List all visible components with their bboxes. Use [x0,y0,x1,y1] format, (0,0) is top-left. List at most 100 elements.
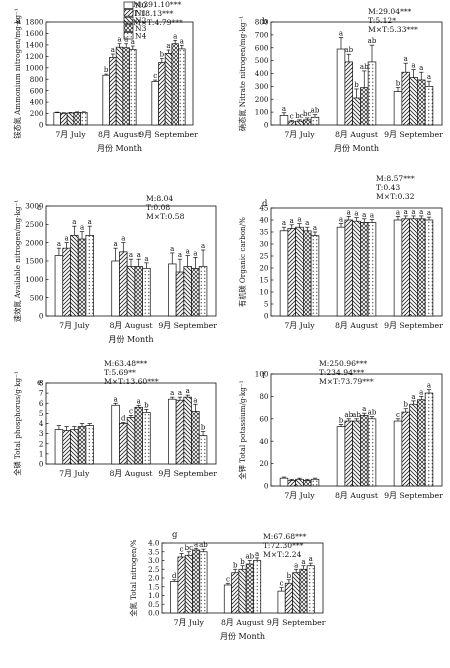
significance-letter: a [294,561,298,569]
bar-n0 [393,420,403,487]
significance-letter: b [144,401,149,409]
y-tick-label: 4.0 [148,539,160,548]
significance-letter: c [280,580,284,588]
bar-n2 [409,77,418,126]
bar-n4 [85,234,94,317]
significance-letter: a [419,64,423,72]
bar-n4 [198,266,208,317]
significance-letter: b [396,80,401,88]
y-tick-label: 45 [259,204,269,213]
bar-n2 [183,266,192,317]
anova-stat: M:8.57*** [376,174,415,183]
bar-n0 [336,226,346,317]
significance-letter: a [419,388,423,396]
significance-letter: a [57,240,61,248]
bar-n3 [134,406,143,465]
significance-letter: a [129,251,133,259]
significance-letter: a [427,382,431,390]
significance-letter: a [131,38,135,46]
y-tick-label: 2 [39,439,44,448]
significance-letter: a [404,208,408,216]
anova-stat: T:5.12* [368,16,396,25]
y-tick-label: 800 [255,18,269,27]
y-tick-label: 0 [39,121,44,130]
x-axis-label: 月份 Month [334,143,379,153]
y-tick-label: 3.5 [148,547,160,556]
significance-letter: ab [352,411,361,419]
bar-n3 [171,43,179,126]
bar-n3 [299,568,308,614]
bar-n3 [77,426,87,465]
bar-n1 [158,62,166,126]
significance-letter: a [65,235,69,243]
bar-n3 [245,563,254,614]
bar-n2 [352,97,361,126]
anova-stat: M:250.96*** [319,359,367,368]
bar-n0 [111,404,120,465]
significance-letter: a [305,219,309,227]
significance-letter: ab [368,409,377,417]
significance-letter: a [193,396,197,404]
anova-stat: M×T:73.79*** [319,377,374,386]
significance-letter: a [88,218,92,226]
bar-n3 [417,399,426,487]
bar-n2 [409,218,418,317]
significance-letter: c [290,112,294,120]
bar-n4 [253,560,262,614]
bar-n1 [401,71,410,126]
y-tick-label: 60 [259,414,269,423]
y-tick-label: 3.0 [148,556,160,565]
y-tick-label: 0 [264,312,269,321]
significance-letter: b [287,572,292,580]
significance-letter: ab [344,411,353,419]
bar-n4 [310,235,320,317]
significance-letter: b [240,558,245,566]
anova-stat: T:18.13*** [133,9,174,18]
y-tick-label: 40 [259,437,269,446]
y-tick-label: 300 [255,82,269,91]
significance-letter: a [144,255,148,263]
y-tick-label: 30 [259,240,269,249]
anova-stat: T:0.08 [146,203,170,212]
bar-n0 [279,477,289,487]
bar-n2 [295,478,304,487]
bar-n3 [417,218,426,317]
bar-n2 [352,220,361,317]
significance-letter: a [290,217,294,225]
significance-letter: b [339,416,344,424]
bar-n4 [310,478,320,487]
significance-letter: a [411,62,415,70]
panel-letter: g [172,530,178,540]
significance-letter: a [419,208,423,216]
y-tick-label: 1000 [25,63,44,72]
x-tick-label: 8月 August [335,130,379,139]
significance-letter: d [172,572,177,580]
significance-letter: a [170,245,174,253]
x-tick-label: 8月 August [335,321,379,330]
x-tick-label: 9月 September [267,618,326,627]
significance-letter: a [255,550,259,558]
x-tick-label: 9月 September [384,130,443,139]
bar-n3 [191,267,200,317]
x-tick-label: 8月 August [98,130,142,139]
y-axis-label: 全钾 Total potassium/g·kg⁻¹ [238,380,247,479]
y-tick-label: 1000 [25,275,44,284]
significance-letter: ab [360,63,369,71]
bar-n2 [295,120,304,126]
significance-letter: a [80,224,84,232]
y-tick-label: 25 [259,252,269,261]
significance-letter: a [313,224,317,232]
significance-letter: a [339,216,343,224]
y-tick-label: 100 [255,108,269,117]
x-tick-label: 7月 July [59,321,90,330]
y-tick-label: 4 [39,419,44,428]
legend-swatch-n3 [123,24,134,32]
anova-stat: M×T:4.79*** [133,18,183,27]
y-tick-label: 40 [259,216,269,225]
significance-letter: a [194,540,198,548]
x-tick-label: 8月 August [109,469,153,478]
y-tick-label: 700 [255,30,269,39]
bar-n0 [170,581,179,614]
bar-n4 [85,425,94,465]
